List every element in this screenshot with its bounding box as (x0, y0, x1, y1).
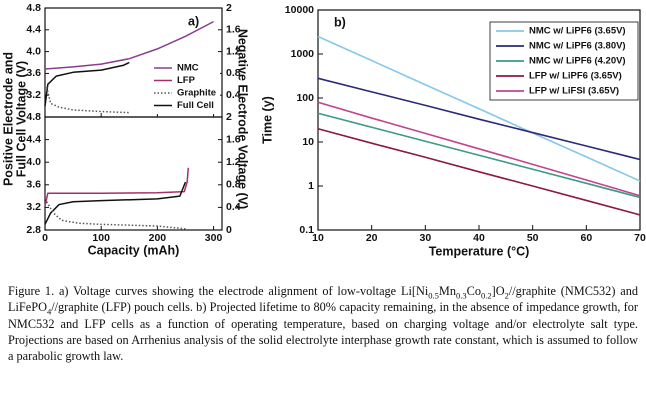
y-tick-label: 0.1 (299, 224, 314, 236)
y-tick-label: 3.6 (26, 67, 41, 79)
legend: NMC w/ LiPF6 (3.65V) NMC w/ LiPF6 (3.80V)… (489, 21, 639, 101)
y2-tick-label: 1.2 (226, 45, 241, 57)
y2-tick-label: 2 (226, 2, 232, 14)
legend-label: Full Cell (177, 100, 214, 111)
y-tick-label: 4.4 (26, 133, 41, 145)
line-full-cell (44, 181, 187, 225)
y2-tick-label: 0.8 (226, 179, 241, 191)
caption-subscript: 4 (46, 306, 52, 317)
y-tick-label: 1000 (291, 48, 315, 60)
caption-subscript: 0.2 (480, 290, 492, 301)
y-tick-label: 4.4 (26, 24, 41, 36)
panel-label: a) (188, 14, 199, 28)
y-tick-label: 3.2 (26, 201, 41, 213)
legend-label: NMC w/ LiPF6 (3.80V) (529, 41, 626, 52)
legend-label: NMC (177, 63, 199, 74)
y-tick-label: 1 (308, 180, 314, 192)
panel-label: b) (334, 15, 346, 29)
x-tick-label: 200 (149, 232, 167, 244)
y2-tick-label: 1.6 (226, 133, 241, 145)
x-tick-label: 100 (92, 232, 110, 244)
y2-tick-label: 0.4 (226, 201, 241, 213)
y2-tick-label: 2 (226, 111, 232, 123)
caption-text: Figure 1. a) Voltage curves showing the … (8, 284, 429, 298)
y-tick-label: 100 (296, 92, 314, 104)
plot-frame (44, 116, 223, 231)
caption-text: ]O (491, 284, 505, 298)
y-tick-label: 10000 (285, 4, 314, 16)
y-tick-label: 4.0 (26, 45, 41, 57)
y-axis-label: Time (y) (260, 96, 274, 144)
caption-subscript: 0.5 (428, 290, 439, 301)
legend-label: LFP w/ LiPF6 (3.65V) (529, 71, 622, 82)
series-line (317, 101, 641, 197)
x-tick-label: 20 (366, 232, 378, 244)
y2-axis-label: Negative Electrode Voltage (V) (236, 29, 250, 209)
x-tick-label: 10 (312, 232, 324, 244)
y2-tick-label: 1.2 (226, 156, 241, 168)
series-line (317, 112, 641, 199)
y-tick-label: 4.8 (26, 111, 41, 123)
legend-label: LFP w/ LiFSI (3.65V) (529, 86, 619, 97)
x-tick-label: 300 (205, 232, 223, 244)
y2-tick-label: 0.4 (226, 89, 241, 101)
caption-text: //graphite (NMC532) and LiFePO (8, 284, 638, 315)
x-tick-label: 50 (527, 232, 539, 244)
x-tick-label: 60 (580, 232, 592, 244)
x-tick-label: 0 (42, 232, 48, 244)
y-tick-label: 4.8 (26, 2, 41, 14)
caption-text: //graphite (LFP) pouch cells. b) Project… (8, 300, 638, 364)
line-graphite (46, 201, 186, 230)
figure: 3.2 3.6 4.0 4.4 4.8 0.4 0.8 1.2 1.6 2 2.8 3.2 3.6 4.0… (1, 2, 646, 259)
legend-label: NMC w/ LiPF6 (3.65V) (529, 26, 626, 37)
series-line (317, 77, 641, 161)
line-full-cell (44, 61, 130, 107)
y-tick-label: 10 (302, 136, 314, 148)
x-tick-label: 70 (634, 232, 646, 244)
x-tick-label: 30 (419, 232, 431, 244)
legend-label: LFP (177, 75, 196, 86)
caption-text: Mn (438, 284, 456, 298)
y-tick-label: 4.0 (26, 156, 41, 168)
legend-label: Graphite (177, 88, 216, 99)
y2-tick-label: 0.8 (226, 67, 241, 79)
y-tick-label: 3.6 (26, 179, 41, 191)
caption-subscript: 2 (504, 290, 509, 301)
caption-subscript: 0.3 (456, 290, 467, 301)
y2-tick-label: 0 (226, 224, 232, 236)
legend-label: NMC w/ LiPF6 (4.20V) (529, 56, 626, 67)
y2-tick-label: 1.6 (226, 24, 241, 36)
x-axis-label: Temperature (°C) (429, 244, 530, 258)
line-graphite (45, 86, 130, 114)
x-axis-label: Capacity (mAh) (88, 243, 180, 257)
x-tick-label: 40 (473, 232, 485, 244)
y-tick-label: 2.8 (26, 224, 41, 236)
y-tick-label: 3.2 (26, 89, 41, 101)
line-nmc (44, 20, 214, 70)
y-axis-label: Positive Electrode and (1, 52, 15, 186)
line-lfp (44, 167, 190, 207)
y-axis-label: Full Cell Voltage (V) (14, 61, 28, 177)
caption-text: Co (466, 284, 481, 298)
figure-caption: Figure 1. a) Voltage curves showing the … (8, 283, 638, 364)
series-line (317, 127, 641, 216)
series-line (317, 35, 641, 182)
